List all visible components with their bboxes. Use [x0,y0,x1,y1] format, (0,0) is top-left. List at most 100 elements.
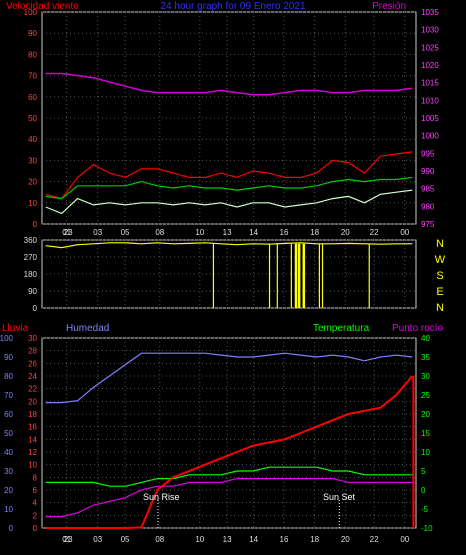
tick-label: 25 [421,391,430,400]
compass-letter: N [436,238,444,250]
tick-label: 30 [28,156,37,165]
tick-label: 4 [33,499,38,508]
rain-line [45,375,414,529]
panel1-right-ticks: 975 980 985 990 995 1000 1005 1010 1015 1020 1025 1… [421,8,439,229]
panel3-frame [41,337,417,529]
tick-label: 1020 [421,61,439,70]
x-tick-label: 08 [155,228,164,237]
pressure-label: Presión [372,1,406,12]
x-tick-label: 14 [249,228,258,237]
panel3-series [45,352,415,529]
tick-label: 30 [4,467,13,476]
tick-label: 20 [4,486,13,495]
tick-label: 14 [28,435,37,444]
tick-label: 985 [421,185,435,194]
x-tick-label: 20 [341,228,350,237]
chart-title: 24 hour graph for 09 Enero 2021 [160,1,306,12]
x-tick-label: 01 [62,228,71,237]
tick-label: 70 [4,391,13,400]
x-tick-label: 10 [195,228,204,237]
tick-label: 270 [24,253,38,262]
series-line [45,176,413,200]
x-tick-label: 05 [121,535,130,544]
compass-letter: W [435,254,446,266]
tick-label: 35 [421,353,430,362]
tick-label: -10 [421,524,433,533]
dewpoint-line [45,478,413,518]
sun-rise-annotation: Sun Rise [143,492,180,502]
tick-label: 20 [28,397,37,406]
x-tick-label: 22 [370,228,379,237]
tick-label: 40 [4,448,13,457]
tick-label: 50 [28,114,37,123]
x-tick-label: 01 [62,535,71,544]
tick-label: 1035 [421,8,439,17]
tick-label: 60 [28,93,37,102]
tick-label: 100 [0,334,14,343]
tick-label: 8 [33,473,38,482]
tick-label: 0 [421,486,426,495]
temperature-line [45,466,413,487]
x-tick-label: 22 [370,535,379,544]
tick-label: 10 [4,505,13,514]
tick-label: 30 [28,334,37,343]
tick-label: 40 [421,334,430,343]
panel2-left-ticks: 0 90 180 270 360 [24,236,38,313]
x-tick-label: 14 [249,535,258,544]
tick-label: 1015 [421,79,439,88]
tick-label: 60 [4,410,13,419]
panel1-left-ticks: 0 10 20 30 40 50 60 70 80 90 100 [24,8,38,229]
tick-label: 0 [33,524,38,533]
humidity-label: Humedad [66,323,109,334]
tick-label: 5 [421,467,426,476]
panel2-grid [42,239,416,309]
x-tick-label: 13 [223,228,232,237]
tick-label: 1025 [421,43,439,52]
x-tick-label: 18 [310,535,319,544]
series-line [45,189,413,215]
tick-label: 20 [421,410,430,419]
tick-label: 15 [421,429,430,438]
tick-label: -5 [421,505,429,514]
tick-label: 0 [33,220,38,229]
x-tick-label: 16 [280,228,289,237]
panel2-frame [41,239,417,309]
x-tick-label: 20 [341,535,350,544]
x-tick-label: 13 [223,535,232,544]
tick-label: 995 [421,149,435,158]
tick-label: 1030 [421,26,439,35]
compass-letter: S [436,270,443,282]
x-tick-label: 03 [93,228,102,237]
x-tick-label: 00 [400,228,409,237]
tick-label: 80 [28,50,37,59]
tick-label: 90 [28,287,37,296]
x-tick-label: 23 [64,228,73,237]
wind-speed-label: Velocidad viento [6,1,79,12]
tick-label: 90 [28,29,37,38]
tick-label: 1005 [421,114,439,123]
tick-label: 975 [421,220,435,229]
tick-label: 0 [9,524,14,533]
tick-label: 20 [28,178,37,187]
tick-label: 70 [28,72,37,81]
humidity-line [45,352,413,404]
series-line [45,151,413,200]
tick-label: 2 [33,511,38,520]
tick-label: 22 [28,385,37,394]
tick-label: 180 [24,270,38,279]
tick-label: 360 [24,236,38,245]
tick-label: 12 [28,448,37,457]
rain-label: Lluvia [2,323,29,334]
tick-label: 40 [28,135,37,144]
tick-label: 10 [421,448,430,457]
tick-label: 10 [28,461,37,470]
tick-label: 16 [28,423,37,432]
